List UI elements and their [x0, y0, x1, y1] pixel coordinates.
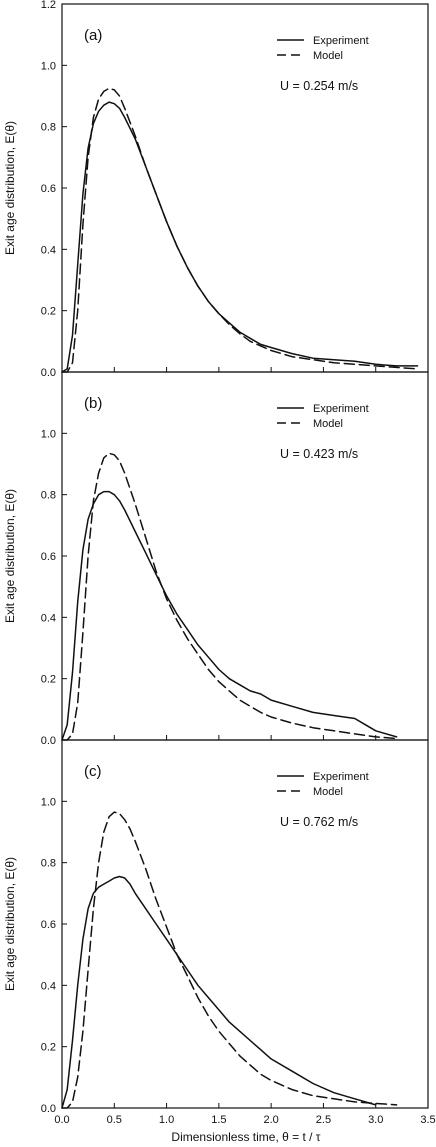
- panel-b-y-tick-label: 0.4: [41, 612, 56, 624]
- panel-a-velocity-annotation: U = 0.254 m/s: [280, 79, 358, 93]
- panel-b-legend-experiment-label: Experiment: [313, 403, 369, 415]
- x-tick-label: 0.5: [107, 1114, 122, 1126]
- panel-c-y-tick-label: 0.6: [41, 919, 56, 931]
- panel-b-legend-model-label: Model: [313, 418, 343, 430]
- panel-b-y-tick-label: 1.0: [41, 428, 56, 440]
- panel-c-label: (c): [84, 763, 102, 780]
- panel-b-plot-frame: [61, 371, 429, 741]
- panel-c-y-tick-label: 0.2: [41, 1042, 56, 1054]
- panel-c-velocity-annotation: U = 0.762 m/s: [280, 815, 358, 829]
- x-tick-label: 0.0: [54, 1114, 69, 1126]
- panel-c-experiment-line: [61, 875, 377, 1109]
- x-tick-label: 2.0: [263, 1114, 278, 1126]
- panel-b-experiment-line: [61, 490, 398, 741]
- panel-b-y-tick-label: 0.2: [41, 674, 56, 686]
- panel-a-plot-frame: [61, 3, 429, 373]
- x-tick-label: 1.5: [211, 1114, 226, 1126]
- panel-a-y-tick-label: 0.4: [41, 244, 56, 256]
- panel-c-plot-frame: [61, 739, 429, 1109]
- panel-a-experiment-line: [61, 101, 419, 373]
- panel-a-y-tick-label: 1.0: [41, 60, 56, 72]
- panel-b-label: (b): [84, 395, 102, 412]
- panel-a-model-line: [61, 87, 419, 373]
- panel-c-y-tick-label: 1.0: [41, 796, 56, 808]
- panel-a-y-tick-label: 0.2: [41, 306, 56, 318]
- x-tick-label: 1.0: [159, 1114, 174, 1126]
- panel-c-model-line: [61, 811, 398, 1109]
- panel-c-y-axis-title: Exit age distribution, E(θ): [3, 857, 17, 991]
- x-tick-label: 3.5: [420, 1114, 435, 1126]
- panel-a-y-tick-label: 0.0: [41, 367, 56, 379]
- panel-b-velocity-annotation: U = 0.423 m/s: [280, 447, 358, 461]
- panel-c-y-tick-label: 0.0: [41, 1103, 56, 1115]
- x-axis-title: Dimensionless time, θ = t / τ: [171, 1130, 320, 1144]
- panel-a-y-tick-label: 0.8: [41, 122, 56, 134]
- panel-c-y-tick-label: 0.8: [41, 858, 56, 870]
- panel-c-legend-experiment-label: Experiment: [313, 771, 369, 783]
- x-tick-label: 2.5: [316, 1114, 331, 1126]
- panel-b-y-tick-label: 0.6: [41, 551, 56, 563]
- panel-a-label: (a): [84, 27, 102, 44]
- panel-b-model-line: [61, 452, 398, 741]
- panel-b-y-tick-label: 0.8: [41, 490, 56, 502]
- x-tick-label: 3.0: [368, 1114, 383, 1126]
- panel-b-y-tick-label: 0.0: [41, 735, 56, 747]
- panel-c-legend-model-label: Model: [313, 786, 343, 798]
- panel-a-y-axis-title: Exit age distribution, E(θ): [3, 121, 17, 255]
- panel-a-legend-model-label: Model: [313, 50, 343, 62]
- panel-a-y-tick-label: 1.2: [41, 0, 56, 11]
- panel-a-y-tick-label: 0.6: [41, 183, 56, 195]
- panel-a-legend-experiment-label: Experiment: [313, 35, 369, 47]
- panel-c-y-tick-label: 0.4: [41, 980, 56, 992]
- panel-b-y-axis-title: Exit age distribution, E(θ): [3, 489, 17, 623]
